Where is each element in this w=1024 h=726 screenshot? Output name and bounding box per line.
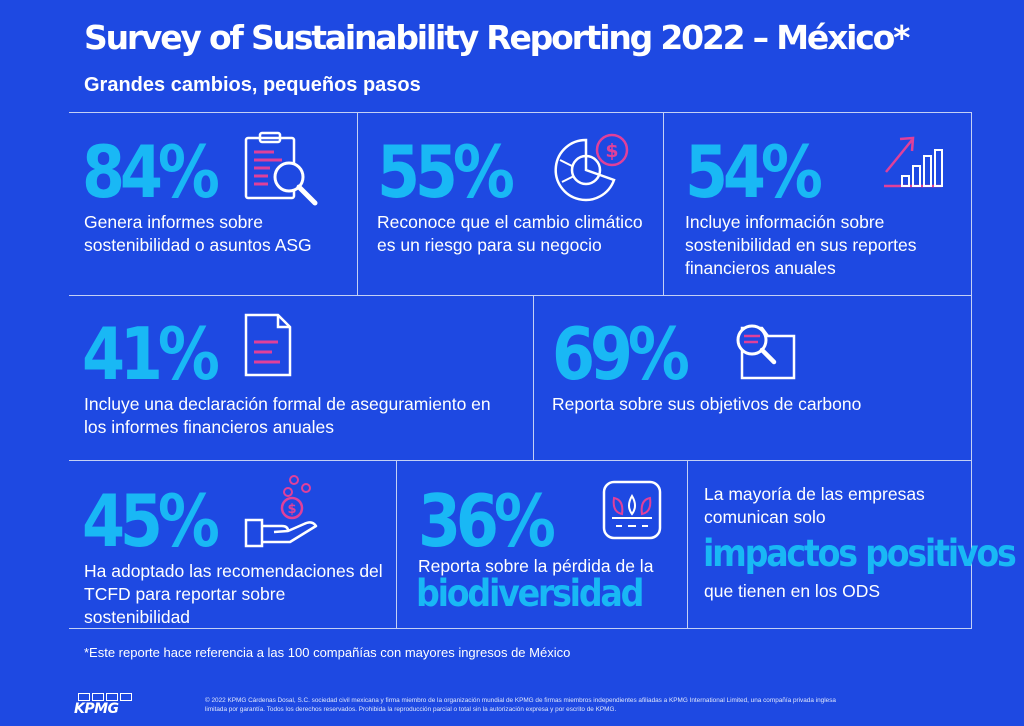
grid-line (357, 112, 358, 295)
stat-value: 54% (685, 130, 823, 214)
document-icon (244, 313, 292, 377)
odsintro-text: La mayoría de las empresas comunican sol… (704, 484, 925, 527)
highlight-biodiversidad: biodiversidad (416, 572, 644, 615)
legal-disclaimer: © 2022 KPMG Cárdenas Dosal, S.C. socieda… (205, 697, 836, 713)
svg-text:$: $ (605, 140, 618, 162)
stat-description: Genera informes sobre sostenibilidad o a… (84, 212, 312, 255)
plant-sprout-icon (602, 480, 662, 540)
stat-description: Reporta sobre sus objetivos de carbono (552, 394, 862, 414)
clipboard-magnifier-icon (244, 131, 318, 206)
stat-value: 69% (552, 312, 690, 396)
svg-text:$: $ (287, 502, 296, 517)
grid-line (687, 460, 688, 628)
hand-coins-icon: $ (244, 475, 318, 548)
stat-description: Incluye una declaración formal de asegur… (84, 394, 491, 437)
stat-description: Incluye información sobre sostenibilidad… (685, 212, 917, 278)
grid-line (69, 112, 972, 113)
grid-line (69, 295, 972, 296)
stat-value: 45% (82, 479, 220, 563)
stat-value: 84% (82, 130, 220, 214)
kpmg-logo-boxes (78, 693, 134, 701)
page-title: Survey of Sustainability Reporting 2022 … (84, 18, 910, 57)
grid-line (971, 112, 972, 628)
stat-value: 36% (418, 479, 556, 563)
grid-line (533, 295, 534, 460)
footnote: *Este reporte hace referencia a las 100 … (84, 645, 571, 660)
folder-magnifier-icon (736, 324, 796, 380)
rising-bar-chart-icon (884, 136, 943, 188)
grid-line (69, 628, 972, 629)
stat-description: Reconoce que el cambio climático es un r… (377, 212, 643, 255)
grid-line (396, 460, 397, 628)
ods-outro-text: que tienen en los ODS (704, 581, 881, 601)
pie-chart-dollar-icon: $ (554, 133, 629, 202)
highlight-impactos-positivos: impactos positivos (703, 532, 1017, 575)
grid-line (663, 112, 664, 295)
kpmg-logo: KPMG (74, 693, 134, 723)
grid-line (69, 460, 972, 461)
stat-value: 55% (377, 130, 515, 214)
kpmg-logo-text: KPMG (74, 701, 119, 717)
stat-value: 41% (82, 312, 220, 396)
stat-description: Reporta sobre la pérdida de la (418, 556, 654, 576)
stat-description: Ha adoptado las recomendaciones del TCFD… (84, 561, 383, 627)
page-subtitle: Grandes cambios, pequeños pasos (84, 74, 421, 96)
